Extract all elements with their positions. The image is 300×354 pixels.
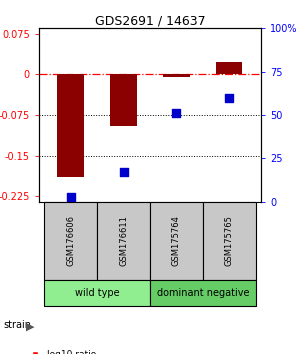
Text: strain: strain (3, 320, 31, 330)
Bar (163, 74, 190, 77)
Point (174, 110, 179, 116)
Bar (58, 74, 84, 177)
Text: ▶: ▶ (26, 322, 34, 332)
Title: GDS2691 / 14637: GDS2691 / 14637 (95, 14, 205, 27)
Point (121, 170, 126, 175)
Text: GSM176611: GSM176611 (119, 215, 128, 266)
Bar (44, 202, 97, 280)
Bar (203, 202, 256, 280)
Point (227, 95, 232, 101)
Text: wild type: wild type (75, 288, 119, 298)
Bar (216, 62, 242, 74)
Bar (44, 280, 150, 306)
Bar (97, 202, 150, 280)
Text: dominant negative: dominant negative (157, 288, 249, 298)
Text: GSM175765: GSM175765 (225, 215, 234, 266)
Bar (150, 202, 203, 280)
Legend: log10 ratio, percentile rank within the sample: log10 ratio, percentile rank within the … (22, 346, 204, 354)
Text: GSM176606: GSM176606 (66, 215, 75, 266)
Text: GSM175764: GSM175764 (172, 215, 181, 266)
Point (68, 194, 73, 199)
Bar (110, 74, 137, 126)
Bar (150, 280, 256, 306)
